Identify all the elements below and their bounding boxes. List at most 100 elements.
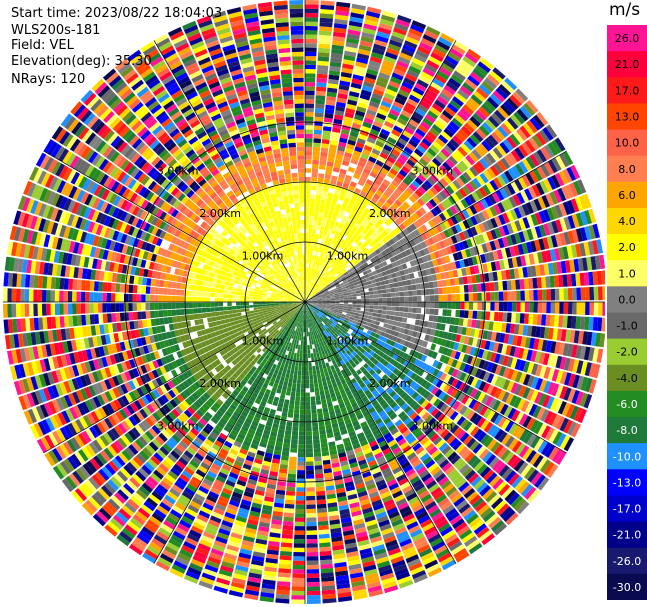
range-gate xyxy=(374,248,381,255)
range-gate xyxy=(317,412,324,418)
range-gate xyxy=(371,499,383,507)
range-gate xyxy=(276,585,291,591)
range-gate xyxy=(310,313,313,318)
range-gate xyxy=(283,442,291,448)
range-gate xyxy=(351,350,357,357)
range-gate xyxy=(453,70,466,82)
range-gate xyxy=(306,534,318,540)
range-gate xyxy=(443,418,453,429)
range-gate xyxy=(482,184,492,196)
range-gate xyxy=(381,576,396,585)
range-gate xyxy=(210,416,219,425)
range-gate xyxy=(322,455,330,461)
range-gate xyxy=(312,164,319,169)
range-gate xyxy=(262,358,268,364)
range-gate xyxy=(565,329,571,343)
range-gate xyxy=(202,478,213,487)
range-gate xyxy=(365,298,370,302)
range-gate xyxy=(319,386,324,392)
range-gate xyxy=(519,313,525,324)
range-gate xyxy=(322,335,327,341)
range-gate xyxy=(306,590,321,596)
range-gate xyxy=(316,306,322,309)
range-gate xyxy=(316,400,322,405)
range-gate xyxy=(432,368,440,377)
range-gate xyxy=(464,535,478,547)
range-gate xyxy=(473,523,487,535)
range-gate xyxy=(344,112,355,119)
range-gate xyxy=(509,395,518,407)
range-gate xyxy=(121,527,136,540)
range-gate xyxy=(485,513,499,526)
range-gate xyxy=(356,304,361,308)
range-gate xyxy=(537,289,543,301)
range-gate xyxy=(317,296,322,299)
range-gate xyxy=(384,405,392,414)
range-gate xyxy=(412,212,420,221)
range-gate xyxy=(351,580,366,588)
range-gate xyxy=(305,133,313,139)
range-gate xyxy=(337,177,345,183)
range-gate xyxy=(543,263,550,276)
range-gate xyxy=(369,308,374,313)
range-gate xyxy=(259,355,265,362)
range-gate xyxy=(322,217,327,223)
range-gate xyxy=(465,248,472,258)
range-gate xyxy=(349,229,356,236)
range-gate xyxy=(402,429,411,438)
range-gate xyxy=(395,349,402,356)
range-gate xyxy=(546,396,555,410)
range-gate xyxy=(341,323,347,328)
range-gate xyxy=(479,485,492,497)
range-gate xyxy=(470,457,482,469)
range-gate xyxy=(500,157,511,170)
range-gate xyxy=(592,271,598,286)
range-gate xyxy=(465,207,474,217)
range-gate xyxy=(305,422,312,428)
range-gate xyxy=(305,146,313,152)
range-gate xyxy=(365,372,372,379)
range-gate xyxy=(373,548,387,556)
range-gate xyxy=(309,318,312,323)
range-gate xyxy=(369,396,376,403)
range-gate xyxy=(192,554,206,564)
range-gate xyxy=(221,464,232,472)
range-gate xyxy=(329,274,334,279)
range-gate xyxy=(316,329,319,335)
range-gate xyxy=(411,266,418,273)
range-gate xyxy=(451,544,465,556)
range-gate xyxy=(325,294,330,297)
range-gate xyxy=(381,204,389,212)
range-gate xyxy=(283,521,294,526)
range-gate xyxy=(305,194,310,199)
range-gate xyxy=(287,382,293,388)
range-gate xyxy=(417,257,424,264)
range-gate xyxy=(549,249,557,262)
range-gate xyxy=(324,259,329,265)
range-gate xyxy=(446,332,453,341)
range-gate xyxy=(429,288,435,295)
range-gate xyxy=(317,270,321,275)
range-gate xyxy=(405,386,413,394)
range-gate xyxy=(363,218,370,225)
range-gate xyxy=(242,495,253,502)
range-gate xyxy=(456,525,470,537)
range-gate xyxy=(362,253,368,259)
range-gate xyxy=(318,261,323,267)
range-gate xyxy=(393,331,400,337)
range-gate xyxy=(601,270,605,285)
range-gate xyxy=(543,327,550,339)
range-gate xyxy=(388,80,401,89)
range-gate xyxy=(305,103,315,109)
range-gate xyxy=(546,207,555,221)
range-gate xyxy=(360,439,369,447)
range-gate xyxy=(326,299,331,301)
range-gate xyxy=(351,307,357,310)
range-gate xyxy=(289,356,294,362)
range-gate xyxy=(544,161,555,176)
range-gate xyxy=(372,286,378,291)
range-gate xyxy=(347,278,353,283)
range-gate xyxy=(385,362,393,370)
range-gate xyxy=(530,419,540,433)
range-gate xyxy=(204,474,215,483)
